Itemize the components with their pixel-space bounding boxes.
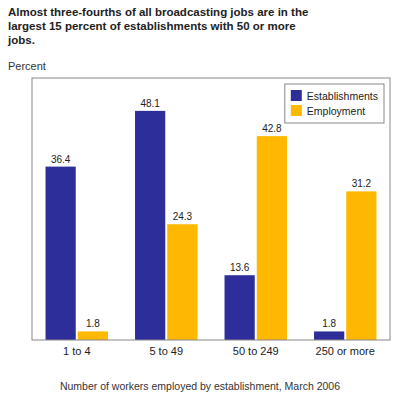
x-tick-label: 50 to 249 (233, 345, 279, 357)
chart-svg: Almost three-fourths of all broadcasting… (0, 0, 400, 400)
legend-swatch (291, 105, 302, 116)
bar (346, 191, 376, 340)
plot-background (32, 78, 390, 340)
data-label: 36.4 (51, 154, 71, 165)
data-labels: 36.4 48.1 13.6 1.8 1.8 24.3 42.8 31.2 (51, 98, 372, 330)
legend-box (285, 84, 384, 123)
y-axis-label: Percent (8, 60, 46, 72)
bar (257, 136, 287, 340)
legend-swatch (291, 90, 302, 101)
data-label: 13.6 (230, 262, 250, 273)
legend-label: Establishments (307, 90, 378, 102)
bars (46, 111, 377, 340)
legend: Establishments Employment (285, 84, 384, 123)
data-label: 31.2 (352, 178, 372, 189)
bar (78, 331, 108, 340)
bar (135, 111, 165, 340)
bar (225, 275, 255, 340)
x-axis-label: Number of workers employed by establishm… (60, 380, 340, 392)
chart-container: Almost three-fourths of all broadcasting… (0, 0, 400, 400)
data-label: 48.1 (140, 98, 160, 109)
data-label: 1.8 (86, 318, 100, 329)
legend-label: Employment (307, 105, 365, 117)
bar (314, 331, 344, 340)
bar (167, 224, 197, 340)
plot-frame (32, 78, 390, 340)
data-label: 24.3 (173, 211, 193, 222)
bar (46, 167, 76, 340)
x-tick-label: 5 to 49 (149, 345, 183, 357)
data-label: 1.8 (322, 318, 336, 329)
x-tick-label: 250 or more (316, 345, 375, 357)
title: Almost three-fourths of all broadcasting… (7, 6, 308, 46)
x-tick-label: 1 to 4 (63, 345, 91, 357)
data-label: 42.8 (262, 123, 282, 134)
